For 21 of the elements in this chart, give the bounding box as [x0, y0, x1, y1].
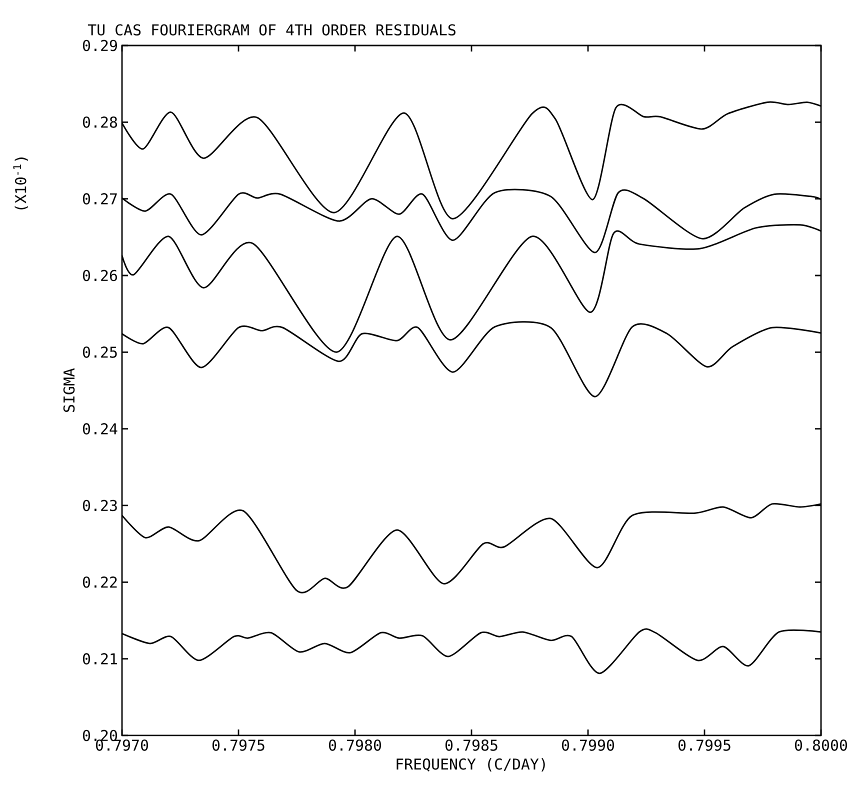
y-tick-label: 0.24: [82, 423, 118, 434]
x-tick-label: 0.7995: [678, 740, 730, 751]
x-axis-title: FREQUENCY (C/DAY): [396, 758, 545, 772]
x-tick-label: 0.7975: [212, 740, 264, 751]
x-tick-label: 0.7990: [562, 740, 614, 751]
y-axis-title: SIGMA: [63, 368, 75, 412]
text: (X10$^{-1}$): [13, 158, 28, 210]
x-tick-label: 0.7985: [445, 740, 498, 751]
x-tick-label: 0.7970: [96, 740, 148, 751]
y-tick-label: 0.21: [82, 653, 117, 664]
y-tick-label: 0.25: [82, 346, 117, 358]
y-tick-label: 0.27: [82, 193, 117, 204]
chart-title: TU CAS FOURIERGRAM OF 4TH ORDER RESIDUALS: [88, 24, 456, 36]
x-tick-label: 0.8000: [794, 740, 848, 751]
x-tick-label: 0.7980: [328, 740, 382, 751]
y-tick-label: 0.29: [82, 40, 117, 52]
y-tick-label: 0.26: [82, 270, 118, 282]
y-tick-label: 0.23: [82, 500, 117, 512]
y-tick-label: 0.22: [82, 576, 117, 588]
y-tick-label: 0.28: [82, 116, 118, 128]
y-tick-label: 0.20: [82, 730, 118, 742]
